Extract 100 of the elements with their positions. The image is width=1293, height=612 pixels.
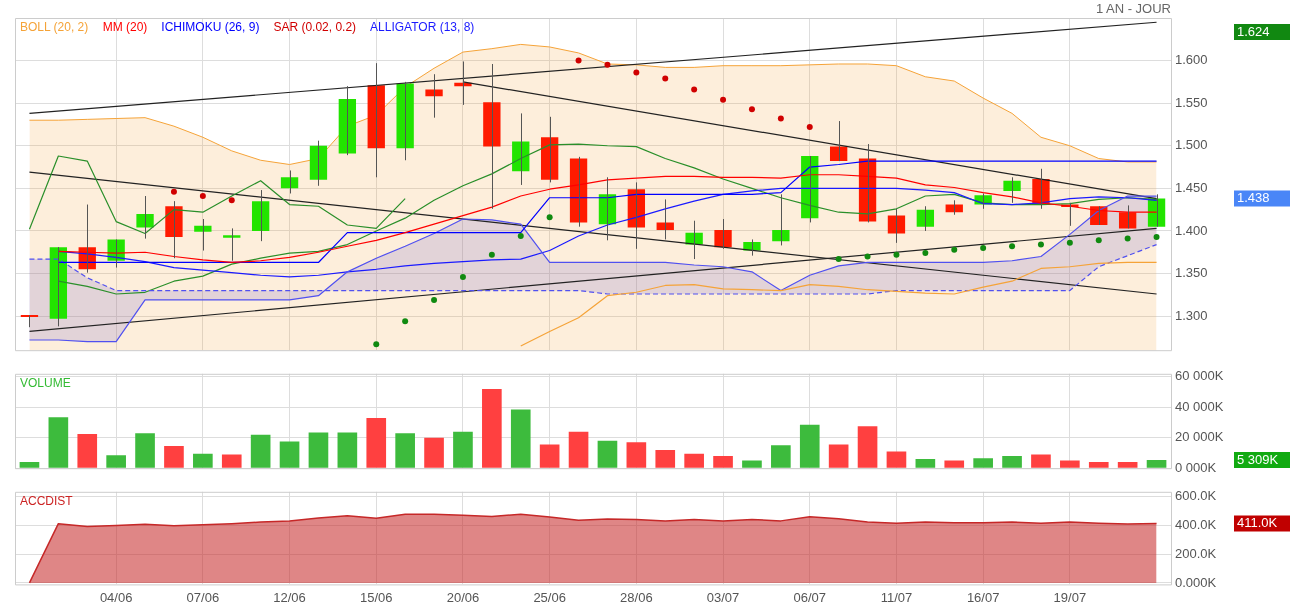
x-tick-label: 07/06 (186, 589, 220, 605)
bar (828, 444, 849, 468)
bar (1002, 456, 1022, 468)
point (170, 188, 177, 195)
y-tick-label: 1.300 (1175, 307, 1208, 323)
x-tick-label: 06/07 (793, 589, 827, 605)
bar (19, 462, 40, 468)
bar (193, 453, 213, 468)
candlestick (396, 81, 414, 161)
x-tick-label: 16/07 (966, 589, 1000, 605)
y-tick-label: 400.0K (1175, 516, 1217, 532)
bar (1060, 460, 1080, 468)
point (604, 61, 611, 68)
bar (597, 440, 618, 468)
point (575, 57, 582, 64)
point (517, 233, 524, 240)
y-tick-label: 0 000K (1175, 459, 1217, 475)
point (1095, 237, 1102, 244)
candlestick (20, 314, 39, 328)
point (1009, 243, 1016, 250)
bar (482, 389, 502, 468)
point (633, 69, 640, 76)
candlestick (916, 205, 935, 232)
chart-title: ACCDIST (20, 494, 74, 509)
bar (1088, 462, 1109, 468)
y-tick-label: 1.550 (1175, 94, 1208, 110)
bar (626, 442, 647, 468)
point (373, 341, 380, 348)
candlestick (309, 140, 328, 187)
point (748, 106, 755, 113)
chart-subtitle: 1 AN - JOUR (1095, 0, 1171, 16)
candlestick (136, 195, 154, 240)
candlestick (1003, 176, 1021, 204)
point (951, 246, 958, 253)
bar (886, 451, 907, 468)
bar (135, 433, 155, 468)
bar (771, 445, 791, 468)
point (662, 75, 669, 82)
point (806, 124, 813, 131)
point (864, 253, 871, 260)
bar (655, 449, 676, 468)
text: BOLL (20, 2) (20, 20, 89, 35)
bar (857, 426, 878, 468)
candlestick (656, 198, 674, 240)
point (546, 214, 553, 221)
bar (915, 459, 936, 468)
x-tick-label: 20/06 (446, 589, 480, 605)
bar (48, 417, 69, 468)
x-tick-label: 12/06 (273, 589, 306, 605)
candlestick (714, 218, 732, 250)
bar (973, 458, 993, 468)
text: ALLIGATOR (13, 8) (370, 20, 475, 35)
point (893, 251, 900, 258)
y-tick-label: 20 000K (1175, 429, 1224, 445)
bar (77, 433, 98, 468)
bar (453, 431, 473, 468)
candlestick (251, 189, 270, 242)
candlestick (772, 193, 790, 246)
x-tick-label: 25/06 (533, 589, 566, 605)
bar (221, 454, 242, 468)
point (199, 193, 206, 200)
point (720, 96, 727, 103)
y-tick-label: 1.450 (1175, 179, 1208, 195)
bar (308, 432, 329, 468)
point (228, 197, 235, 204)
point (431, 296, 438, 303)
y-tick-label: 1.400 (1175, 222, 1208, 238)
bar (1117, 462, 1138, 468)
bar (1031, 454, 1051, 468)
point (1066, 239, 1073, 246)
point (980, 244, 987, 251)
y-tick-label: 0.000K (1175, 574, 1217, 590)
point (1153, 233, 1160, 240)
x-tick-label: 19/07 (1053, 589, 1087, 605)
bar (366, 417, 387, 468)
bar (1146, 460, 1167, 468)
bar (395, 433, 415, 468)
x-tick-label: 28/06 (620, 589, 653, 605)
candlestick (887, 208, 906, 244)
bar (742, 460, 762, 468)
candlestick (338, 85, 357, 156)
bar (713, 456, 733, 468)
point (1124, 235, 1131, 242)
point (777, 115, 784, 122)
text: 411.0K (1237, 515, 1278, 531)
bar (164, 446, 184, 468)
y-tick-label: 1.500 (1175, 137, 1208, 153)
y-tick-label: 200.0K (1175, 545, 1217, 561)
point (922, 250, 929, 257)
x-tick-label: 03/07 (706, 589, 740, 605)
bar (684, 453, 704, 468)
text: 1.438 (1237, 190, 1270, 206)
candlestick (280, 169, 299, 194)
bar (944, 460, 965, 468)
bar (250, 434, 271, 468)
point (1037, 241, 1044, 248)
bar (568, 431, 589, 468)
x-tick-label: 04/06 (99, 589, 133, 605)
candlestick (194, 218, 212, 252)
bar (424, 437, 444, 468)
